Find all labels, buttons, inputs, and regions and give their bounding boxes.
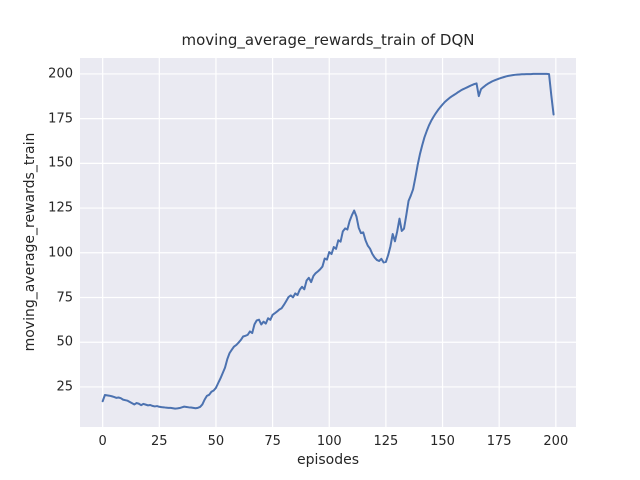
y-tick-label: 200: [48, 66, 73, 82]
x-tick-label: 200: [543, 434, 569, 449]
plot-area: [80, 58, 576, 427]
x-tick-label: 175: [486, 434, 512, 449]
y-tick-label: 25: [56, 379, 73, 395]
y-tick-label: 175: [48, 111, 73, 127]
data-line: [101, 72, 555, 410]
x-tick-label: 0: [98, 434, 107, 449]
x-tick-label: 25: [151, 434, 168, 449]
y-tick-label: 75: [56, 290, 73, 305]
x-tick-label: 50: [207, 434, 225, 449]
x-tick-label: 75: [264, 434, 281, 449]
line-plot-svg: [80, 58, 576, 427]
x-tick-label: 100: [316, 434, 342, 449]
chart-title: moving_average_rewards_train of DQN: [181, 31, 475, 49]
x-tick-label: 150: [430, 434, 455, 449]
x-axis-label: episodes: [296, 452, 360, 468]
y-tick-label: 125: [48, 200, 73, 216]
y-tick-label: 150: [48, 155, 73, 171]
y-axis-label: moving_average_rewards_train: [22, 132, 38, 352]
y-tick-label: 100: [48, 245, 73, 261]
x-tick-label: 125: [373, 434, 399, 449]
y-tick-label: 50: [56, 334, 73, 350]
